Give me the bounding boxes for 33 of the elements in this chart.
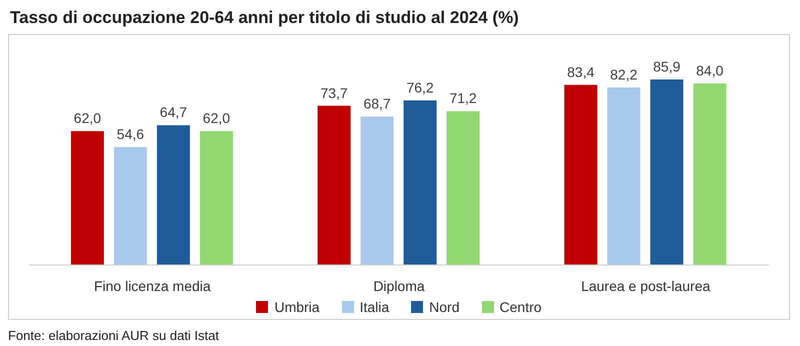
data-label: 71,2 [449, 90, 477, 106]
data-label: 84,0 [696, 62, 724, 79]
bar [564, 84, 598, 265]
data-label: 82,2 [610, 66, 638, 82]
data-label: 73,7 [320, 84, 348, 101]
data-label: 68,7 [363, 96, 391, 112]
data-label: 64,7 [160, 104, 188, 120]
bar [318, 106, 351, 265]
x-tick-label: Laurea e post-laurea [581, 278, 710, 294]
source-note: Fonte: elaborazioni AUR su dati Istat [8, 328, 220, 343]
data-label: 83,4 [567, 64, 595, 80]
data-label: 62,0 [74, 110, 102, 126]
bar [360, 116, 394, 265]
bar [114, 147, 147, 265]
bar [404, 100, 437, 265]
legend-label: Nord [428, 299, 460, 315]
data-label: 62,0 [202, 110, 230, 126]
chart-title: Tasso di occupazione 20-64 anni per titolo di studio al 2024 (%) [10, 8, 520, 28]
bar [650, 79, 684, 265]
bar [70, 131, 104, 265]
x-tick-label: Diploma [373, 278, 425, 294]
legend-label: Umbria [273, 299, 320, 315]
legend-label: Centro [498, 299, 542, 315]
bar [693, 84, 726, 265]
data-label: 85,9 [653, 58, 681, 74]
legend-label: Italia [358, 299, 390, 315]
data-label: 54,6 [116, 126, 144, 142]
data-label: 76,2 [406, 79, 434, 96]
bar [607, 87, 640, 265]
x-tick-label: Fino licenza media [94, 278, 211, 294]
bar [200, 131, 233, 265]
bar [446, 111, 480, 265]
bar [156, 125, 190, 265]
